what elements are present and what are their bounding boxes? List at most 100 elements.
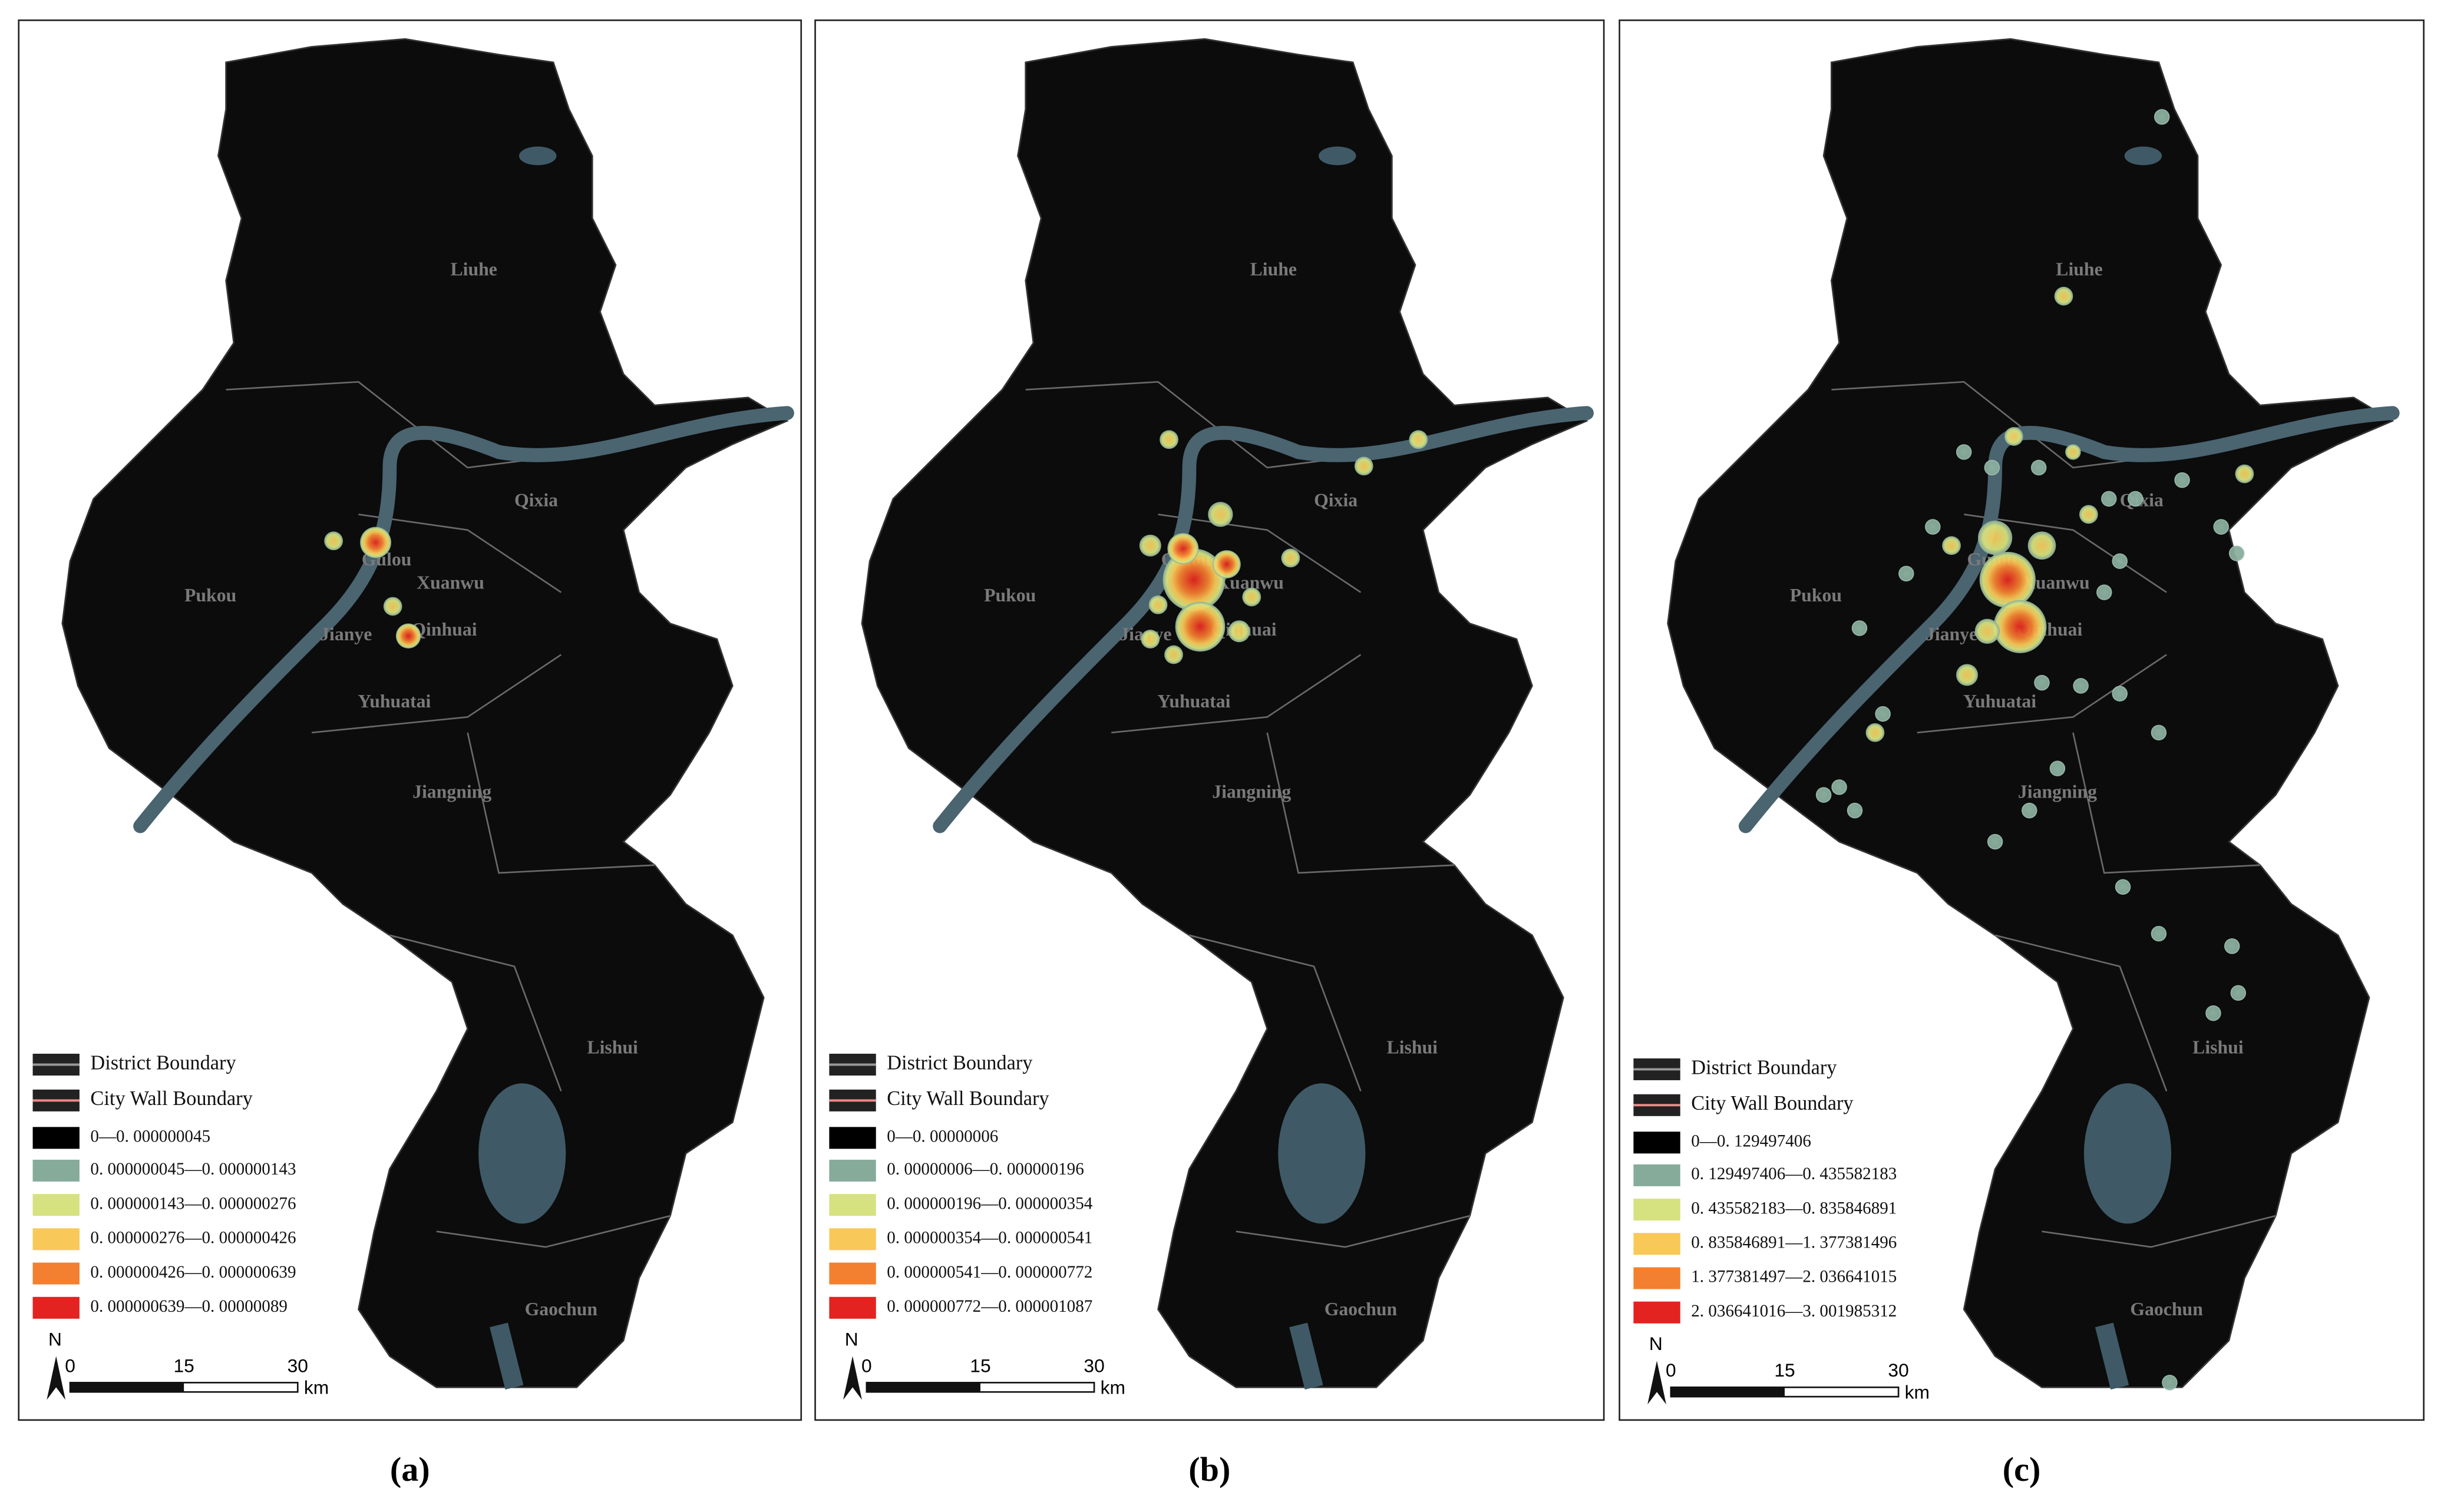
north-arrow — [1647, 1361, 1666, 1405]
legend-swatch — [829, 1194, 876, 1216]
hotspot — [2065, 444, 2081, 460]
legend-swatch — [829, 1228, 876, 1250]
hotspot — [1987, 833, 2003, 850]
district-label: Qixia — [514, 489, 558, 510]
hotspot — [1898, 565, 1914, 582]
legend-label: 0. 835846891—1. 377381496 — [1691, 1233, 1897, 1252]
scale-label: 15 — [173, 1355, 194, 1376]
hotspot — [2112, 686, 2128, 702]
hotspot — [1175, 601, 1226, 652]
hotspot — [2151, 925, 2167, 942]
hotspot — [2112, 553, 2128, 569]
map-panel: LiuheQixiaPukouGulouXuanwuJianyeQinhuaiY… — [814, 19, 1605, 1421]
hotspot — [2049, 760, 2066, 776]
lake — [2083, 1083, 2172, 1224]
district-label: Jiangning — [1212, 781, 1291, 802]
legend-swatch — [829, 1127, 876, 1149]
district-label: Pukou — [984, 585, 1036, 606]
legend-swatch — [829, 1159, 876, 1182]
legend-label: 0. 000000143—0. 000000276 — [90, 1194, 296, 1213]
district-boundaries — [1831, 381, 2276, 1248]
hotspot — [1164, 645, 1183, 664]
hotspot — [324, 531, 343, 551]
hotspot — [1167, 533, 1199, 564]
legend-swatch — [829, 1296, 876, 1319]
legend-label: 1. 377381497—2. 036641015 — [1691, 1268, 1897, 1286]
legend-label: District Boundary — [90, 1051, 236, 1074]
legend-label: 0. 00000006—0. 000000196 — [887, 1160, 1084, 1179]
hotspot — [1851, 620, 1868, 636]
legend-label: 0—0. 129497406 — [1691, 1131, 1811, 1150]
legend-swatch — [1633, 1199, 1680, 1221]
district-label: Liuhe — [451, 259, 497, 280]
hotspot — [2162, 1375, 2178, 1391]
hotspot — [2127, 491, 2144, 507]
district-label: Qinhuai — [411, 619, 477, 640]
panel-caption: (c) — [2003, 1450, 2041, 1488]
district-label: Liuhe — [2056, 259, 2102, 280]
city-area — [1667, 38, 2395, 1388]
district-label: Yuhuatai — [358, 691, 431, 712]
scale-label: 30 — [1888, 1359, 1908, 1381]
hotspot — [1208, 502, 1233, 527]
panel-caption: (b) — [1188, 1450, 1230, 1488]
hotspot — [1974, 618, 2000, 644]
hotspot — [1865, 723, 1885, 742]
north-arrow — [47, 1356, 66, 1400]
hotspot — [1139, 534, 1161, 557]
yangtze-river — [933, 406, 1594, 833]
hotspot — [2054, 286, 2073, 306]
legend-swatch — [32, 1194, 80, 1216]
hotspot — [1281, 548, 1300, 568]
river-branch — [2095, 1322, 2129, 1390]
legend-label: City Wall Boundary — [90, 1087, 253, 1110]
hotspot — [1978, 520, 2013, 555]
hotspot — [1162, 548, 1226, 611]
hotspot — [1354, 456, 1373, 476]
scale-label: 0 — [1666, 1359, 1676, 1381]
hotspot — [1141, 630, 1160, 649]
hotspot — [1984, 459, 2000, 476]
legend-swatch — [32, 1159, 80, 1182]
hotspot — [1160, 430, 1178, 449]
city-area — [61, 38, 789, 1388]
legend-label: 0. 000000772—0. 000001087 — [887, 1297, 1092, 1316]
legend-label: 0. 000000354—0. 000000541 — [887, 1229, 1092, 1248]
district-label: Yuhuatai — [1157, 691, 1230, 712]
district-label: Lishui — [1386, 1037, 1438, 1057]
hotspot — [383, 597, 402, 616]
lake — [518, 146, 557, 166]
hotspot — [2230, 985, 2247, 1001]
hotspot — [2073, 678, 2089, 694]
hotspot — [2101, 491, 2117, 507]
hotspot — [2034, 674, 2050, 691]
legend-swatch — [1633, 1267, 1680, 1289]
scale-unit: km — [304, 1377, 329, 1398]
hotspot — [360, 527, 391, 558]
scale-unit: km — [1101, 1377, 1125, 1398]
hotspot — [1847, 802, 1863, 819]
panel-caption: (a) — [390, 1450, 430, 1488]
city-area — [861, 38, 1588, 1388]
district-label: Gaochun — [525, 1299, 598, 1319]
district-label: Lishui — [2192, 1037, 2244, 1057]
legend-label: City Wall Boundary — [1691, 1092, 1854, 1114]
scale-label: 0 — [861, 1355, 872, 1376]
lake — [1319, 146, 1356, 166]
hotspot — [1831, 779, 1847, 795]
hotspot — [1409, 430, 1428, 449]
scale-label: 15 — [970, 1355, 990, 1376]
hotspot — [2022, 802, 2037, 819]
river-branch — [490, 1322, 524, 1390]
hotspot — [2151, 724, 2167, 741]
legend-label: 0. 000000045—0. 000000143 — [90, 1160, 296, 1179]
district-label: Qixia — [1314, 489, 1358, 510]
district-label: Xuanwu — [417, 573, 484, 593]
legend-swatch — [32, 1296, 80, 1319]
hotspot — [2115, 879, 2131, 895]
legend-label: 0. 000000639—0. 00000089 — [90, 1297, 288, 1316]
district-label: Pukou — [184, 585, 236, 606]
district-label: Jiangning — [412, 781, 491, 802]
hotspot — [2079, 505, 2098, 524]
